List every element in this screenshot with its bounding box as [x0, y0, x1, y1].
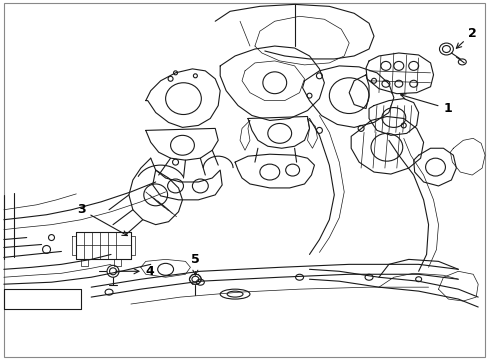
Text: 1: 1: [400, 94, 451, 115]
Text: 3: 3: [77, 203, 127, 235]
Text: 5: 5: [191, 253, 200, 275]
Text: 2: 2: [455, 27, 476, 48]
Text: 4: 4: [116, 265, 154, 278]
